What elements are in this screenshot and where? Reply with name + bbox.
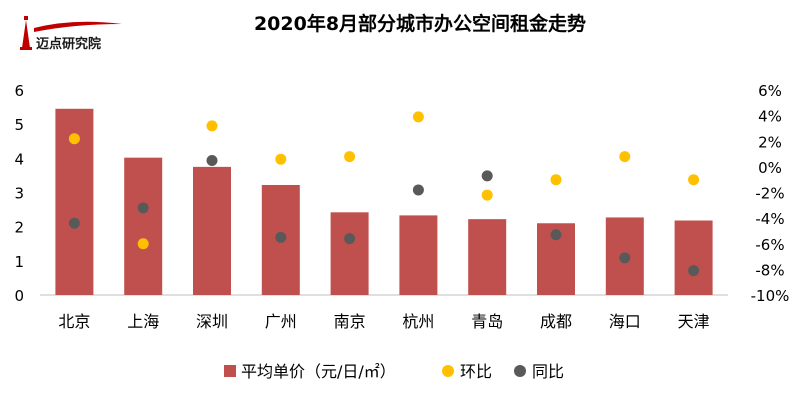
logo-brand-text: 迈点研究院 [36, 36, 101, 52]
huanbi-point [688, 174, 700, 186]
huanbi-point [619, 151, 631, 163]
category-label: 南京 [334, 312, 366, 331]
right-axis-tick: -8% [755, 261, 784, 279]
right-axis-tick: -10% [751, 287, 790, 305]
left-axis-tick: 2 [14, 219, 24, 237]
legend-marker-tongbi [514, 365, 526, 377]
bar [468, 219, 507, 295]
logo-swoosh [34, 21, 122, 32]
tongbi-point [275, 231, 287, 243]
tongbi-point [68, 217, 80, 229]
tongbi-point [550, 229, 562, 241]
tongbi-point [688, 265, 700, 277]
left-axis-tick: 5 [14, 116, 24, 134]
right-axis-tick: -4% [755, 210, 784, 228]
category-label: 广州 [265, 312, 297, 331]
bar [330, 212, 369, 295]
right-axis-tick: 6% [758, 82, 782, 100]
huanbi-point [137, 238, 149, 250]
left-axis-tick: 4 [14, 150, 24, 168]
category-label: 海口 [609, 312, 641, 331]
category-label: 成都 [540, 312, 572, 331]
lighthouse-icon [20, 16, 32, 50]
huanbi-point [550, 174, 562, 186]
category-label: 北京 [58, 312, 90, 331]
category-label: 天津 [678, 312, 710, 331]
bar [399, 215, 438, 295]
huanbi-point [344, 151, 356, 163]
right-axis-tick: -2% [755, 185, 784, 203]
right-axis-tick: 2% [758, 133, 782, 151]
huanbi-point [206, 120, 218, 132]
tongbi-point [481, 170, 493, 182]
category-label: 杭州 [402, 312, 434, 331]
left-axis-tick: 1 [14, 253, 24, 271]
legend-marker-huanbi [442, 365, 454, 377]
bar [124, 157, 163, 295]
huanbi-point [412, 111, 424, 123]
tongbi-point [619, 252, 631, 264]
tongbi-point [412, 184, 424, 196]
right-axis-tick: 0% [758, 159, 782, 177]
bar [193, 166, 231, 295]
chart-title: 2020年8月部分城市办公空间租金走势 [254, 12, 586, 35]
huanbi-point [275, 153, 287, 165]
category-label: 深圳 [196, 312, 228, 331]
category-label: 上海 [127, 312, 159, 331]
right-axis-tick: 4% [758, 108, 782, 126]
legend-marker-bar [224, 365, 236, 377]
legend-label: 平均单价（元/日/㎡） [241, 362, 396, 381]
legend-label: 同比 [532, 362, 564, 381]
left-axis-tick: 0 [14, 287, 24, 305]
category-label: 青岛 [471, 312, 503, 331]
huanbi-point [481, 189, 493, 201]
left-axis-tick: 6 [14, 82, 24, 100]
tongbi-point [206, 154, 218, 166]
huanbi-point [68, 133, 80, 145]
legend-label: 环比 [460, 362, 492, 381]
tongbi-point [344, 233, 356, 245]
tongbi-point [137, 202, 149, 214]
logo: 迈点研究院 [20, 16, 122, 52]
right-axis-tick: -6% [755, 236, 784, 254]
bar [674, 220, 713, 295]
left-axis-tick: 3 [14, 185, 24, 203]
